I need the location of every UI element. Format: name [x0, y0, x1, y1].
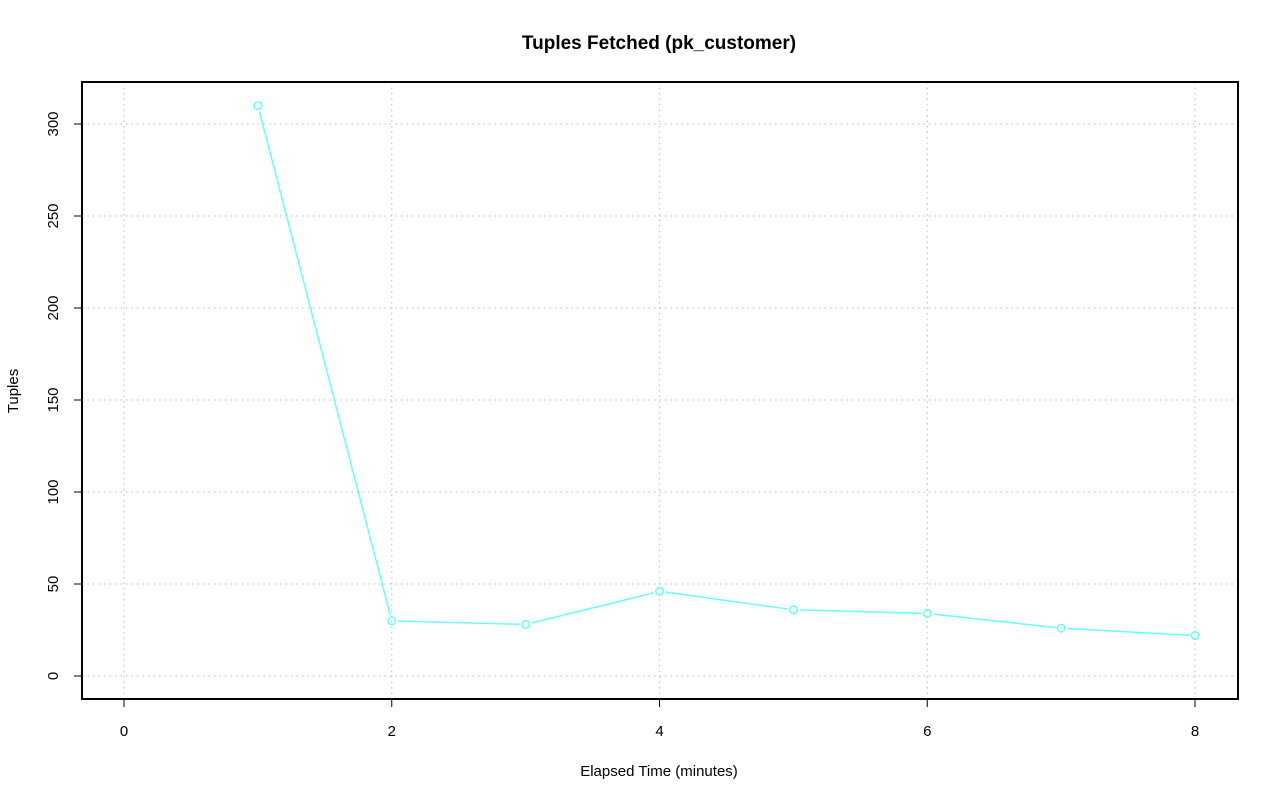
x-tick-label: 4 [655, 723, 663, 740]
series-line-segment [531, 592, 654, 624]
x-tick-label: 6 [923, 723, 931, 740]
x-axis-label: Elapsed Time (minutes) [580, 763, 738, 780]
series-line-segment [665, 591, 788, 610]
data-point [1190, 630, 1200, 641]
y-tick-label: 250 [45, 203, 62, 228]
y-tick-label: 300 [45, 111, 62, 136]
y-axis-label: Tuples [5, 369, 22, 413]
data-point [922, 608, 932, 618]
x-tick-label: 0 [120, 723, 128, 740]
y-axis: 0 50 100 150 200 250 300 [45, 111, 82, 680]
data-point [1056, 623, 1066, 633]
series-line-segment [799, 609, 922, 615]
y-tick-label: 150 [45, 387, 62, 412]
data-point [654, 586, 665, 596]
chart-title: Tuples Fetched (pk_customer) [522, 33, 796, 54]
x-tick-label: 2 [388, 723, 396, 740]
y-tick-label: 200 [45, 295, 62, 320]
data-point [253, 101, 263, 111]
series-line-segment [1067, 627, 1190, 636]
data-point [521, 619, 531, 630]
y-tick-label: 50 [45, 576, 62, 593]
data-point [387, 616, 397, 626]
y-tick-label: 100 [45, 479, 62, 504]
series-layer [253, 101, 1200, 641]
grid [82, 82, 1238, 699]
series-line-segment [397, 620, 520, 626]
y-tick-label: 0 [45, 672, 62, 680]
x-axis: 0 2 4 6 8 [120, 699, 1199, 740]
series-line-segment [258, 111, 391, 616]
series-line-segment [933, 613, 1056, 629]
x-tick-label: 8 [1191, 723, 1199, 740]
data-point [788, 605, 798, 615]
